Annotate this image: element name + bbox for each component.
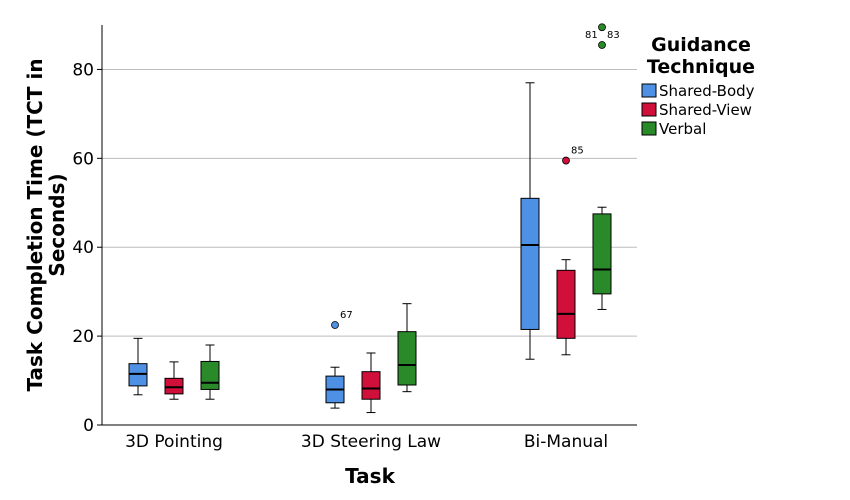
x-axis-title: Task [345, 464, 395, 488]
axes [101, 25, 637, 426]
legend-label: Shared-View [659, 101, 752, 119]
legend-item-0: Shared-Body [641, 82, 755, 100]
box-rect [200, 360, 220, 390]
box-rect [556, 269, 576, 339]
y-axis-title-line-2: Seconds) [45, 173, 69, 276]
y-tick-label-40: 40 [72, 238, 94, 258]
gridlines [102, 68, 637, 337]
box-0-0 [128, 337, 148, 396]
x-tick-label-2: Bi-Manual [524, 432, 608, 452]
box-1-1 [361, 352, 381, 414]
box-rect [520, 197, 540, 330]
box-2-2: 81 83 [585, 23, 620, 310]
box-rect [164, 377, 184, 395]
legend-swatch [641, 102, 657, 117]
legend-label: Shared-Body [659, 82, 755, 100]
outlier-label: 83 [607, 30, 620, 41]
box-0-1: 67 [325, 310, 353, 409]
outlier-label: 67 [340, 310, 353, 321]
outlier-point [598, 23, 606, 32]
x-axis-ticks: 3D Pointing 3D Steering Law Bi-Manual [125, 432, 608, 452]
box-rect [592, 213, 612, 295]
legend-item-1: Shared-View [641, 101, 752, 119]
box-2-1 [397, 303, 417, 393]
box-0-2 [520, 82, 540, 360]
box-1-2: 85 [556, 146, 584, 356]
box-2-0 [200, 344, 220, 400]
y-axis-title-line-1: Task Completion Time (TCT in [23, 58, 47, 391]
outlier-point [562, 156, 570, 165]
legend-title-line-2: Technique [647, 56, 755, 78]
legend-label: Verbal [659, 120, 706, 138]
x-tick-label-1: 3D Steering Law [301, 432, 441, 452]
y-axis-title: Task Completion Time (TCT in Seconds) [23, 58, 69, 391]
legend-item-2: Verbal [641, 120, 706, 138]
box-rect [361, 371, 381, 400]
y-tick-label-80: 80 [72, 60, 94, 80]
legend-swatch [641, 83, 657, 98]
outlier-point [331, 321, 339, 329]
outlier-point [598, 41, 606, 49]
y-tick-label-60: 60 [72, 149, 94, 169]
legend-swatch [641, 121, 657, 136]
outlier-label: 85 [571, 146, 584, 157]
boxes: 67 85 81 83 [128, 23, 620, 414]
legend-title-line-1: Guidance [651, 34, 751, 56]
box-1-0 [164, 361, 184, 400]
y-axis-ticks: 0 20 40 60 80 [72, 60, 102, 436]
y-tick-label-0: 0 [83, 416, 94, 436]
legend: Guidance Technique Shared-BodyShared-Vie… [641, 34, 755, 138]
box-rect [397, 331, 417, 386]
outlier-label: 81 [585, 30, 598, 41]
y-tick-label-20: 20 [72, 327, 94, 347]
x-tick-label-0: 3D Pointing [125, 432, 223, 452]
